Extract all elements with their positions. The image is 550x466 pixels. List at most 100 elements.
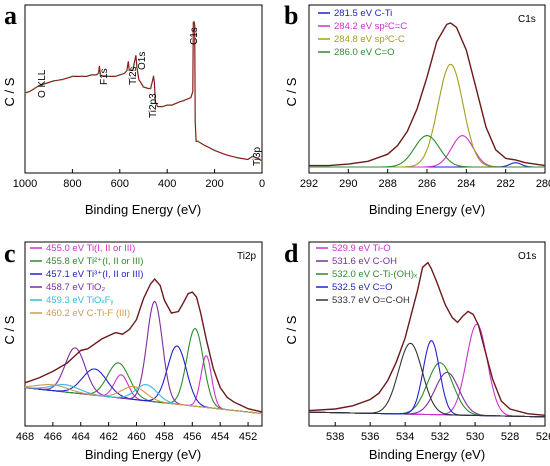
tick-label: 464	[72, 431, 90, 443]
tick-label: 280	[536, 178, 550, 190]
panel-c-xlabel: Binding Energy (eV)	[85, 447, 201, 462]
survey-data-point	[99, 74, 102, 76]
panel-d-plot	[308, 261, 546, 418]
component-peak-line	[309, 340, 546, 418]
envelope-line	[309, 22, 546, 167]
panel-b-letter: b	[284, 1, 298, 30]
survey-data-point	[194, 120, 197, 123]
panel-d-ylabel: C / S	[284, 315, 299, 344]
annotation-f1s: F1s	[99, 68, 110, 85]
survey-data-point	[197, 140, 199, 143]
survey-spectrum-line	[24, 21, 263, 162]
tick-label: 282	[496, 178, 514, 190]
panel-b-xlabel: Binding Energy (eV)	[369, 202, 485, 217]
survey-data-point	[118, 74, 121, 76]
survey-data-point	[251, 155, 254, 158]
envelope-line	[24, 278, 263, 413]
tick-label: 532	[431, 431, 449, 443]
tick-label: 288	[378, 178, 396, 190]
panel-b-plot	[309, 22, 546, 168]
tick-label: 452	[239, 431, 257, 443]
legend-entry: 455.0 eV Ti(I, II or III)	[46, 243, 135, 254]
panel-b-ticks: 292 290 288 286 284 282 280	[300, 169, 550, 190]
component-peak-line	[309, 135, 545, 168]
tick-label: 462	[99, 431, 117, 443]
legend-entry: 286.0 eV C=O	[334, 47, 394, 58]
envelope-line	[308, 261, 546, 416]
survey-data-point	[142, 86, 145, 88]
panel-c-plot	[24, 278, 263, 415]
component-peak-line	[24, 345, 263, 415]
panel-a-letter: a	[4, 1, 17, 30]
survey-data-point	[126, 69, 128, 72]
panel-a-ticks: 1000 800 600 400 200 0	[13, 169, 265, 190]
tick-label: 538	[326, 431, 344, 443]
survey-data-point	[33, 87, 36, 90]
survey-data-point	[182, 99, 185, 102]
panel-c: c C / S Binding Energy (eV) Ti2p 468 466 4…	[2, 239, 263, 462]
component-peak-line	[309, 323, 546, 418]
survey-data-point	[24, 92, 26, 94]
legend-entry: 457.1 eV Ti³⁺(I, II or III)	[46, 269, 143, 280]
annotation-o-kll: O KLL	[37, 69, 48, 98]
panel-d: d C / S Binding Energy (eV) O1s 538 536 53…	[284, 239, 550, 462]
panel-d-frame	[308, 241, 546, 427]
tick-label: 0	[259, 178, 265, 190]
component-peak-line	[25, 384, 263, 415]
legend-entry: 531.6 eV C-OH	[332, 256, 397, 267]
survey-data-point	[193, 21, 196, 23]
tick-label: 600	[111, 178, 129, 190]
panel-c-legend: 455.0 eV Ti(I, II or III) 455.8 eV Ti²⁺(I…	[30, 243, 143, 319]
tick-label: 466	[44, 431, 62, 443]
tick-label: 1000	[13, 178, 37, 190]
survey-data-point	[152, 75, 155, 78]
survey-data-point	[171, 104, 173, 106]
tick-label: 456	[183, 431, 201, 443]
tick-label: 530	[466, 431, 484, 443]
survey-data-point	[135, 66, 138, 69]
component-peak-line	[309, 135, 545, 168]
panel-d-xlabel: Binding Energy (eV)	[369, 447, 485, 462]
annotation-c1s: C1s	[189, 27, 200, 45]
survey-data-point	[128, 69, 131, 72]
survey-data-point	[71, 75, 74, 78]
legend-entry: 459.3 eV TiOₓFᵧ	[46, 295, 114, 306]
panel-a-plot	[24, 21, 263, 162]
panel-c-ticks: 468 466 464 462 460 458 456 454 452	[16, 422, 257, 443]
legend-entry: 529.9 eV Ti-O	[332, 243, 391, 254]
legend-entry: 460.2 eV C-Ti-F (III)	[46, 308, 130, 319]
legend-entry: 458.7 eV TiO₂	[46, 282, 105, 293]
tick-label: 284	[457, 178, 475, 190]
tick-label: 292	[300, 178, 318, 190]
annotation-ti3p: Ti3p	[252, 146, 263, 166]
survey-data-point	[161, 105, 164, 108]
panel-d-corner-label: O1s	[518, 251, 536, 262]
panel-d-letter: d	[284, 239, 299, 268]
tick-label: 800	[63, 178, 81, 190]
tick-label: 290	[339, 178, 357, 190]
component-peak-line	[309, 371, 546, 418]
survey-data-point	[237, 157, 240, 159]
panel-a-ylabel: C / S	[2, 77, 17, 106]
annotation-ti2s: Ti2s	[128, 66, 139, 85]
survey-data-point	[261, 160, 263, 162]
tick-label: 526	[536, 431, 550, 443]
survey-data-point	[90, 74, 93, 76]
tick-label: 528	[501, 431, 519, 443]
survey-data-point	[107, 75, 109, 78]
annotation-o1s: O1s	[137, 52, 148, 70]
tick-label: 400	[158, 178, 176, 190]
survey-data-point	[80, 75, 83, 78]
panel-a: a C / S Binding Energy (eV) 1000 800 600 40…	[2, 1, 265, 217]
tick-label: 468	[16, 431, 34, 443]
survey-data-point	[213, 149, 216, 152]
panel-a-xlabel: Binding Energy (eV)	[85, 202, 201, 217]
panel-b-ylabel: C / S	[284, 77, 299, 106]
annotation-ti2p3: Ti2p3	[148, 93, 159, 118]
survey-data-point	[52, 80, 55, 82]
tick-label: 200	[205, 178, 223, 190]
panel-a-frame	[24, 4, 263, 174]
legend-entry: 284.8 eV sp³C-C	[334, 34, 405, 45]
legend-entry: 281.5 eV C-Ti	[334, 8, 392, 19]
